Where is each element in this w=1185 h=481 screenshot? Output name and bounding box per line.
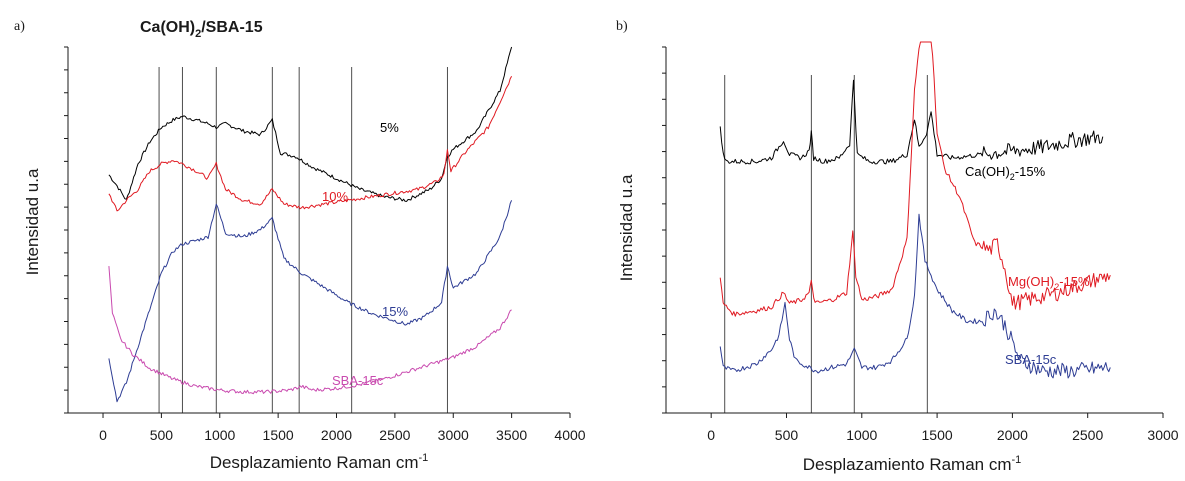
panel-b-x-tick-label: 2000: [997, 427, 1028, 443]
panel-a-x-tick-label: 2000: [321, 427, 352, 443]
panel-a-x-tick-label: 1500: [263, 427, 294, 443]
panel-a-x-tick-label: 3000: [438, 427, 469, 443]
panel-b-series-label: SBA-15c: [1005, 352, 1057, 367]
chart-panel-b: b) Ca(OH)2-15% Mg(OH)2-15% SBA-15c 0 500 100…: [616, 19, 1179, 474]
panel-b-x-axis-label: Desplazamiento Raman cm-1: [803, 454, 1022, 474]
panel-a-series-label: 15%: [382, 304, 408, 319]
panel-b-series-mg-oh-1: [719, 41, 1111, 317]
panel-a-x-tick-label: 500: [150, 427, 174, 443]
panel-a-x-tick-label: 2500: [379, 427, 410, 443]
panel-a-series-sba-15c3: [108, 266, 512, 395]
panel-a-series-15-2: [108, 200, 513, 403]
panel-b-series-ca-oh-0: [719, 79, 1104, 165]
panel-a-x-tick-label: 1000: [204, 427, 235, 443]
panel-b-x-tick-label: 2500: [1072, 427, 1103, 443]
panel-a-x-axis-label: Desplazamiento Raman cm-1: [210, 452, 429, 472]
panel-a-x-tick-label: 3500: [496, 427, 527, 443]
panel-b-x-tick-label: 1000: [846, 427, 877, 443]
panel-b-x-tick-label: 1500: [922, 427, 953, 443]
panel-b-x-tick-label: 3000: [1147, 427, 1178, 443]
panel-a-series-5-0: [108, 46, 513, 202]
panel-b-axes: [665, 47, 1163, 414]
panel-b-series-label: Mg(OH)2-15%: [1008, 274, 1090, 292]
panel-a-label: a): [14, 19, 25, 34]
chart-panel-a: a) Ca(OH)2/SBA-15 5% 10% 15% SBA-15c 0 500 10…: [14, 19, 586, 472]
panel-a-x-tick-label: 0: [99, 427, 107, 443]
panel-a-series-label: SBA-15c: [332, 373, 384, 388]
panel-b-series-label: Ca(OH)2-15%: [965, 164, 1046, 182]
panel-b-label: b): [616, 19, 628, 34]
panel-b-y-axis-label: Intensidad u.a: [617, 174, 636, 281]
panel-a-y-axis-label: Intensidad u.a: [23, 168, 42, 275]
panel-b-x-tick-label: 0: [707, 427, 715, 443]
panel-a-series-label: 5%: [380, 120, 399, 135]
panel-b-series-sba-15c2: [719, 213, 1111, 379]
panel-a-title: Ca(OH)2/SBA-15: [140, 19, 263, 40]
panel-b-x-tick-label: 500: [775, 427, 799, 443]
panel-a-series-10-1: [108, 75, 513, 212]
panel-a-x-tick-label: 4000: [554, 427, 585, 443]
panel-a-series-label: 10%: [322, 189, 348, 204]
